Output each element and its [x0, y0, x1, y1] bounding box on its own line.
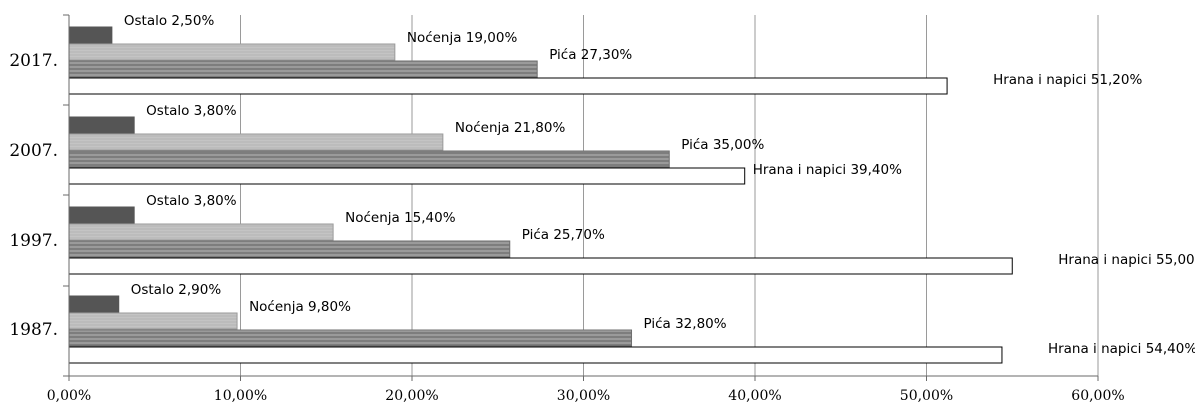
bar-noćenja [68, 223, 334, 241]
bar-pića [68, 60, 538, 78]
category-label: 1987. [9, 320, 58, 340]
category-label: 2017. [9, 51, 58, 71]
data-label: Hrana i napici 54,40% [1048, 341, 1195, 357]
bar-pića [68, 329, 633, 347]
bar-hrana-i-napici [68, 346, 1003, 364]
bar-hrana-i-napici [68, 77, 948, 95]
bar-noćenja [68, 133, 444, 151]
category-label: 1997. [9, 231, 58, 251]
x-tick-label: 30,00% [557, 388, 610, 404]
data-label: Noćenja 19,00% [407, 30, 518, 46]
data-label: Pića 25,70% [522, 227, 605, 243]
data-label: Hrana i napici 55,00% [1058, 252, 1195, 268]
data-label: Ostalo 2,90% [131, 282, 222, 298]
data-label: Noćenja 9,80% [249, 299, 351, 315]
data-label: Noćenja 21,80% [455, 120, 566, 136]
category-label: 2007. [9, 141, 58, 161]
bar-noćenja [68, 43, 396, 61]
bar-ostalo [68, 295, 120, 313]
data-label: Ostalo 3,80% [146, 103, 237, 119]
data-label: Noćenja 15,40% [345, 210, 456, 226]
bar-hrana-i-napici [68, 257, 1013, 275]
x-tick-label: 60,00% [1071, 388, 1124, 404]
x-tick-label: 40,00% [728, 388, 781, 404]
data-label: Ostalo 2,50% [124, 13, 215, 29]
x-tick-label: 10,00% [214, 388, 267, 404]
bar-ostalo [68, 206, 135, 224]
data-label: Ostalo 3,80% [146, 193, 237, 209]
data-label: Pića 32,80% [644, 316, 727, 332]
bar-noćenja [68, 312, 238, 330]
bar-pića [68, 240, 511, 258]
bar-ostalo [68, 26, 113, 44]
data-label: Pića 35,00% [681, 137, 764, 153]
bar-hrana-i-napici [68, 167, 746, 185]
x-tick-label: 0,00% [47, 388, 91, 404]
x-tick-label: 20,00% [385, 388, 438, 404]
bar-ostalo [68, 116, 135, 134]
bar-pića [68, 150, 670, 168]
data-label: Hrana i napici 39,40% [753, 162, 902, 178]
data-label: Hrana i napici 51,20% [993, 72, 1142, 88]
x-tick-label: 50,00% [900, 388, 953, 404]
data-label: Pića 27,30% [549, 47, 632, 63]
